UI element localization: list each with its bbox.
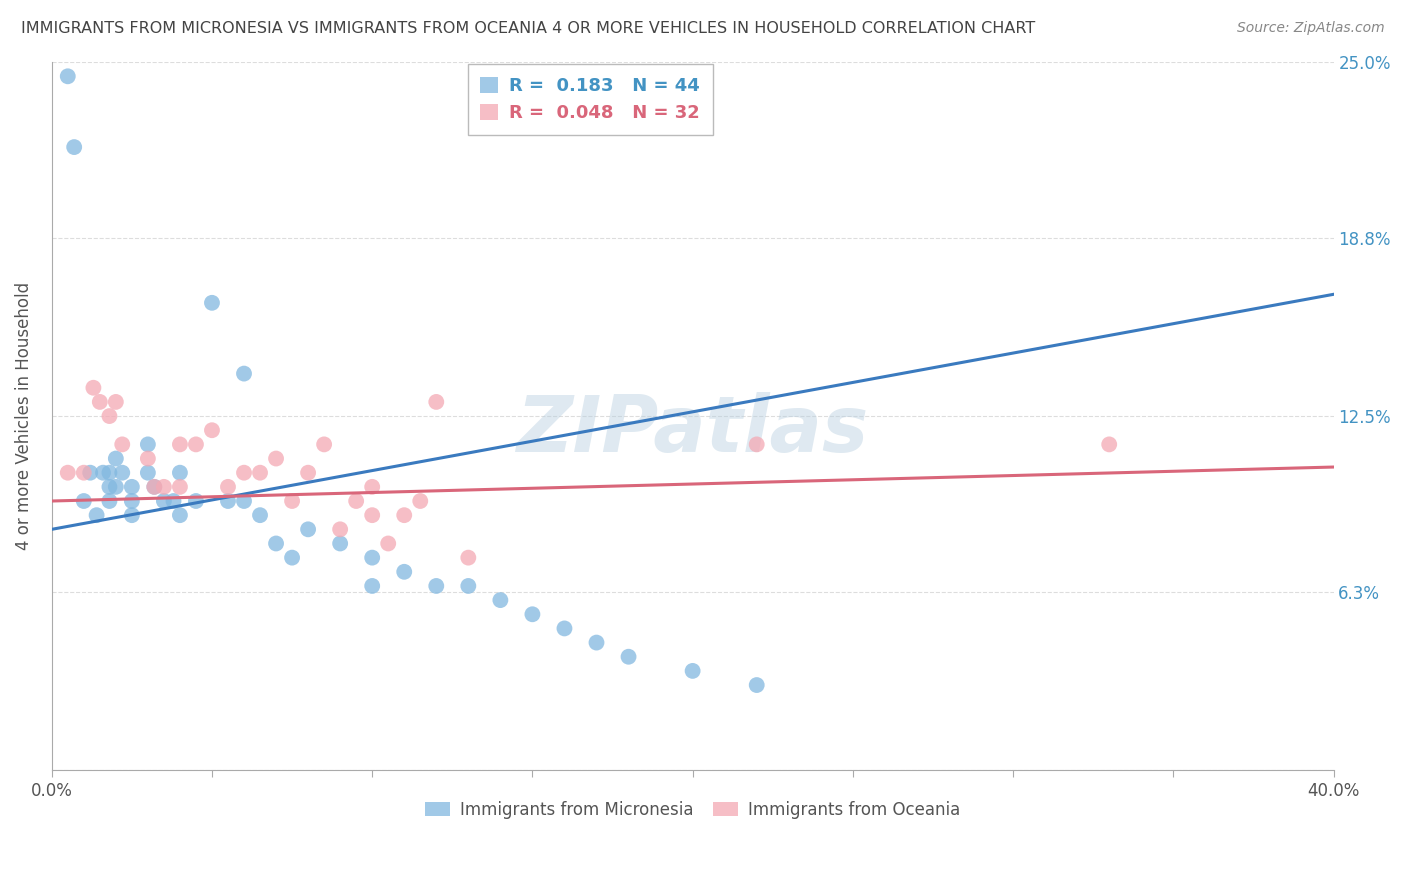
Point xyxy=(217,494,239,508)
Point xyxy=(73,466,96,480)
Legend: Immigrants from Micronesia, Immigrants from Oceania: Immigrants from Micronesia, Immigrants f… xyxy=(418,794,967,825)
Text: ZIPatlas: ZIPatlas xyxy=(516,392,869,468)
Point xyxy=(82,381,104,395)
Point xyxy=(63,140,86,154)
Point xyxy=(169,508,191,523)
Point xyxy=(98,466,121,480)
Point xyxy=(56,466,79,480)
Point xyxy=(162,494,184,508)
Point xyxy=(73,494,96,508)
Point xyxy=(394,565,416,579)
Point xyxy=(169,480,191,494)
Point xyxy=(184,437,207,451)
Point xyxy=(394,508,416,523)
Point xyxy=(98,409,121,423)
Point xyxy=(169,437,191,451)
Point xyxy=(233,466,256,480)
Point xyxy=(79,466,101,480)
Point xyxy=(409,494,432,508)
Point xyxy=(522,607,544,622)
Point xyxy=(153,494,176,508)
Point xyxy=(136,466,159,480)
Point xyxy=(143,480,166,494)
Text: Source: ZipAtlas.com: Source: ZipAtlas.com xyxy=(1237,21,1385,35)
Point xyxy=(344,494,367,508)
Point xyxy=(457,550,479,565)
Point xyxy=(121,480,143,494)
Point xyxy=(281,550,304,565)
Point xyxy=(361,550,384,565)
Point xyxy=(489,593,512,607)
Y-axis label: 4 or more Vehicles in Household: 4 or more Vehicles in Household xyxy=(15,282,32,550)
Point xyxy=(745,437,768,451)
Point xyxy=(361,579,384,593)
Point xyxy=(297,522,319,536)
Point xyxy=(377,536,399,550)
Point xyxy=(617,649,640,664)
Point xyxy=(233,367,256,381)
Point xyxy=(111,437,134,451)
Point xyxy=(86,508,108,523)
Point xyxy=(249,508,271,523)
Point xyxy=(104,395,127,409)
Point xyxy=(91,466,114,480)
Point xyxy=(136,437,159,451)
Point xyxy=(98,480,121,494)
Point xyxy=(553,622,575,636)
Point xyxy=(98,494,121,508)
Point xyxy=(121,494,143,508)
Point xyxy=(249,466,271,480)
Point xyxy=(264,536,287,550)
Point xyxy=(425,579,447,593)
Point xyxy=(264,451,287,466)
Point xyxy=(104,480,127,494)
Point xyxy=(184,494,207,508)
Point xyxy=(281,494,304,508)
Point xyxy=(329,522,352,536)
Point xyxy=(329,536,352,550)
Text: IMMIGRANTS FROM MICRONESIA VS IMMIGRANTS FROM OCEANIA 4 OR MORE VEHICLES IN HOUS: IMMIGRANTS FROM MICRONESIA VS IMMIGRANTS… xyxy=(21,21,1035,36)
Point xyxy=(153,480,176,494)
Point xyxy=(136,451,159,466)
Point xyxy=(201,423,224,437)
Point xyxy=(457,579,479,593)
Point xyxy=(143,480,166,494)
Point xyxy=(104,451,127,466)
Point xyxy=(121,508,143,523)
Point xyxy=(682,664,704,678)
Point xyxy=(233,494,256,508)
Point xyxy=(111,466,134,480)
Point xyxy=(217,480,239,494)
Point xyxy=(201,295,224,310)
Point xyxy=(361,508,384,523)
Point xyxy=(585,635,607,649)
Point xyxy=(169,466,191,480)
Point xyxy=(425,395,447,409)
Point xyxy=(89,395,111,409)
Point xyxy=(361,480,384,494)
Point xyxy=(56,70,79,84)
Point xyxy=(1098,437,1121,451)
Point xyxy=(745,678,768,692)
Point xyxy=(297,466,319,480)
Point xyxy=(314,437,336,451)
